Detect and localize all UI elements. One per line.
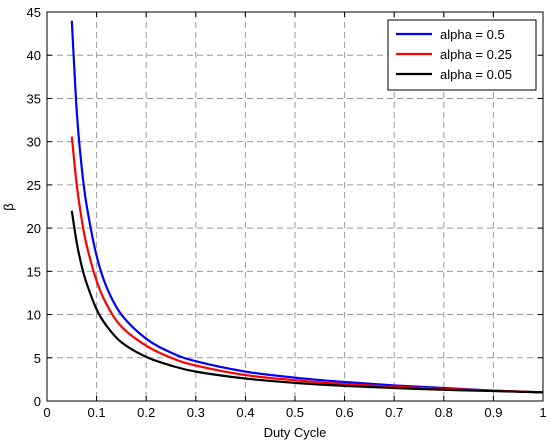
y-tick-label: 15 <box>27 264 41 279</box>
y-axis-ticks: 0 5 10 15 20 25 30 35 40 45 <box>27 5 543 409</box>
y-tick-label: 20 <box>27 221 41 236</box>
legend: alpha = 0.5 alpha = 0.25 alpha = 0.05 <box>387 19 537 91</box>
series-line-alpha-0-5 <box>70 20 544 394</box>
y-tick-label: 40 <box>27 48 41 63</box>
x-axis-ticks: 0 0.1 0.2 0.3 0.4 0.5 0.6 0.7 0.8 0.9 1 <box>43 12 547 420</box>
y-tick-label: 25 <box>27 178 41 193</box>
legend-label-alpha-0-5: alpha = 0.5 <box>440 27 505 42</box>
y-tick-label: 10 <box>27 308 41 323</box>
series-lines <box>70 20 544 394</box>
x-tick-label: 0.9 <box>484 405 502 420</box>
y-tick-label: 5 <box>34 351 41 366</box>
grid <box>47 12 543 401</box>
x-tick-label: 0.1 <box>88 405 106 420</box>
y-tick-label: 30 <box>27 135 41 150</box>
x-tick-label: 0.3 <box>187 405 205 420</box>
x-tick-label: 0.7 <box>385 405 403 420</box>
y-axis-label: β <box>1 203 16 210</box>
x-tick-label: 0.8 <box>435 405 453 420</box>
y-tick-label: 0 <box>34 394 41 409</box>
x-tick-label: 1 <box>539 405 546 420</box>
legend-label-alpha-0-25: alpha = 0.25 <box>440 47 512 62</box>
x-tick-label: 0.4 <box>236 405 254 420</box>
x-tick-label: 0.5 <box>286 405 304 420</box>
series-line-alpha-0-05 <box>70 210 544 394</box>
x-axis-label: Duty Cycle <box>264 425 327 440</box>
series-line-alpha-0-25 <box>70 136 544 394</box>
x-tick-label: 0 <box>43 405 50 420</box>
y-tick-label: 35 <box>27 91 41 106</box>
legend-label-alpha-0-05: alpha = 0.05 <box>440 67 512 82</box>
x-tick-label: 0.2 <box>137 405 155 420</box>
y-tick-label: 45 <box>27 5 41 20</box>
x-tick-label: 0.6 <box>336 405 354 420</box>
